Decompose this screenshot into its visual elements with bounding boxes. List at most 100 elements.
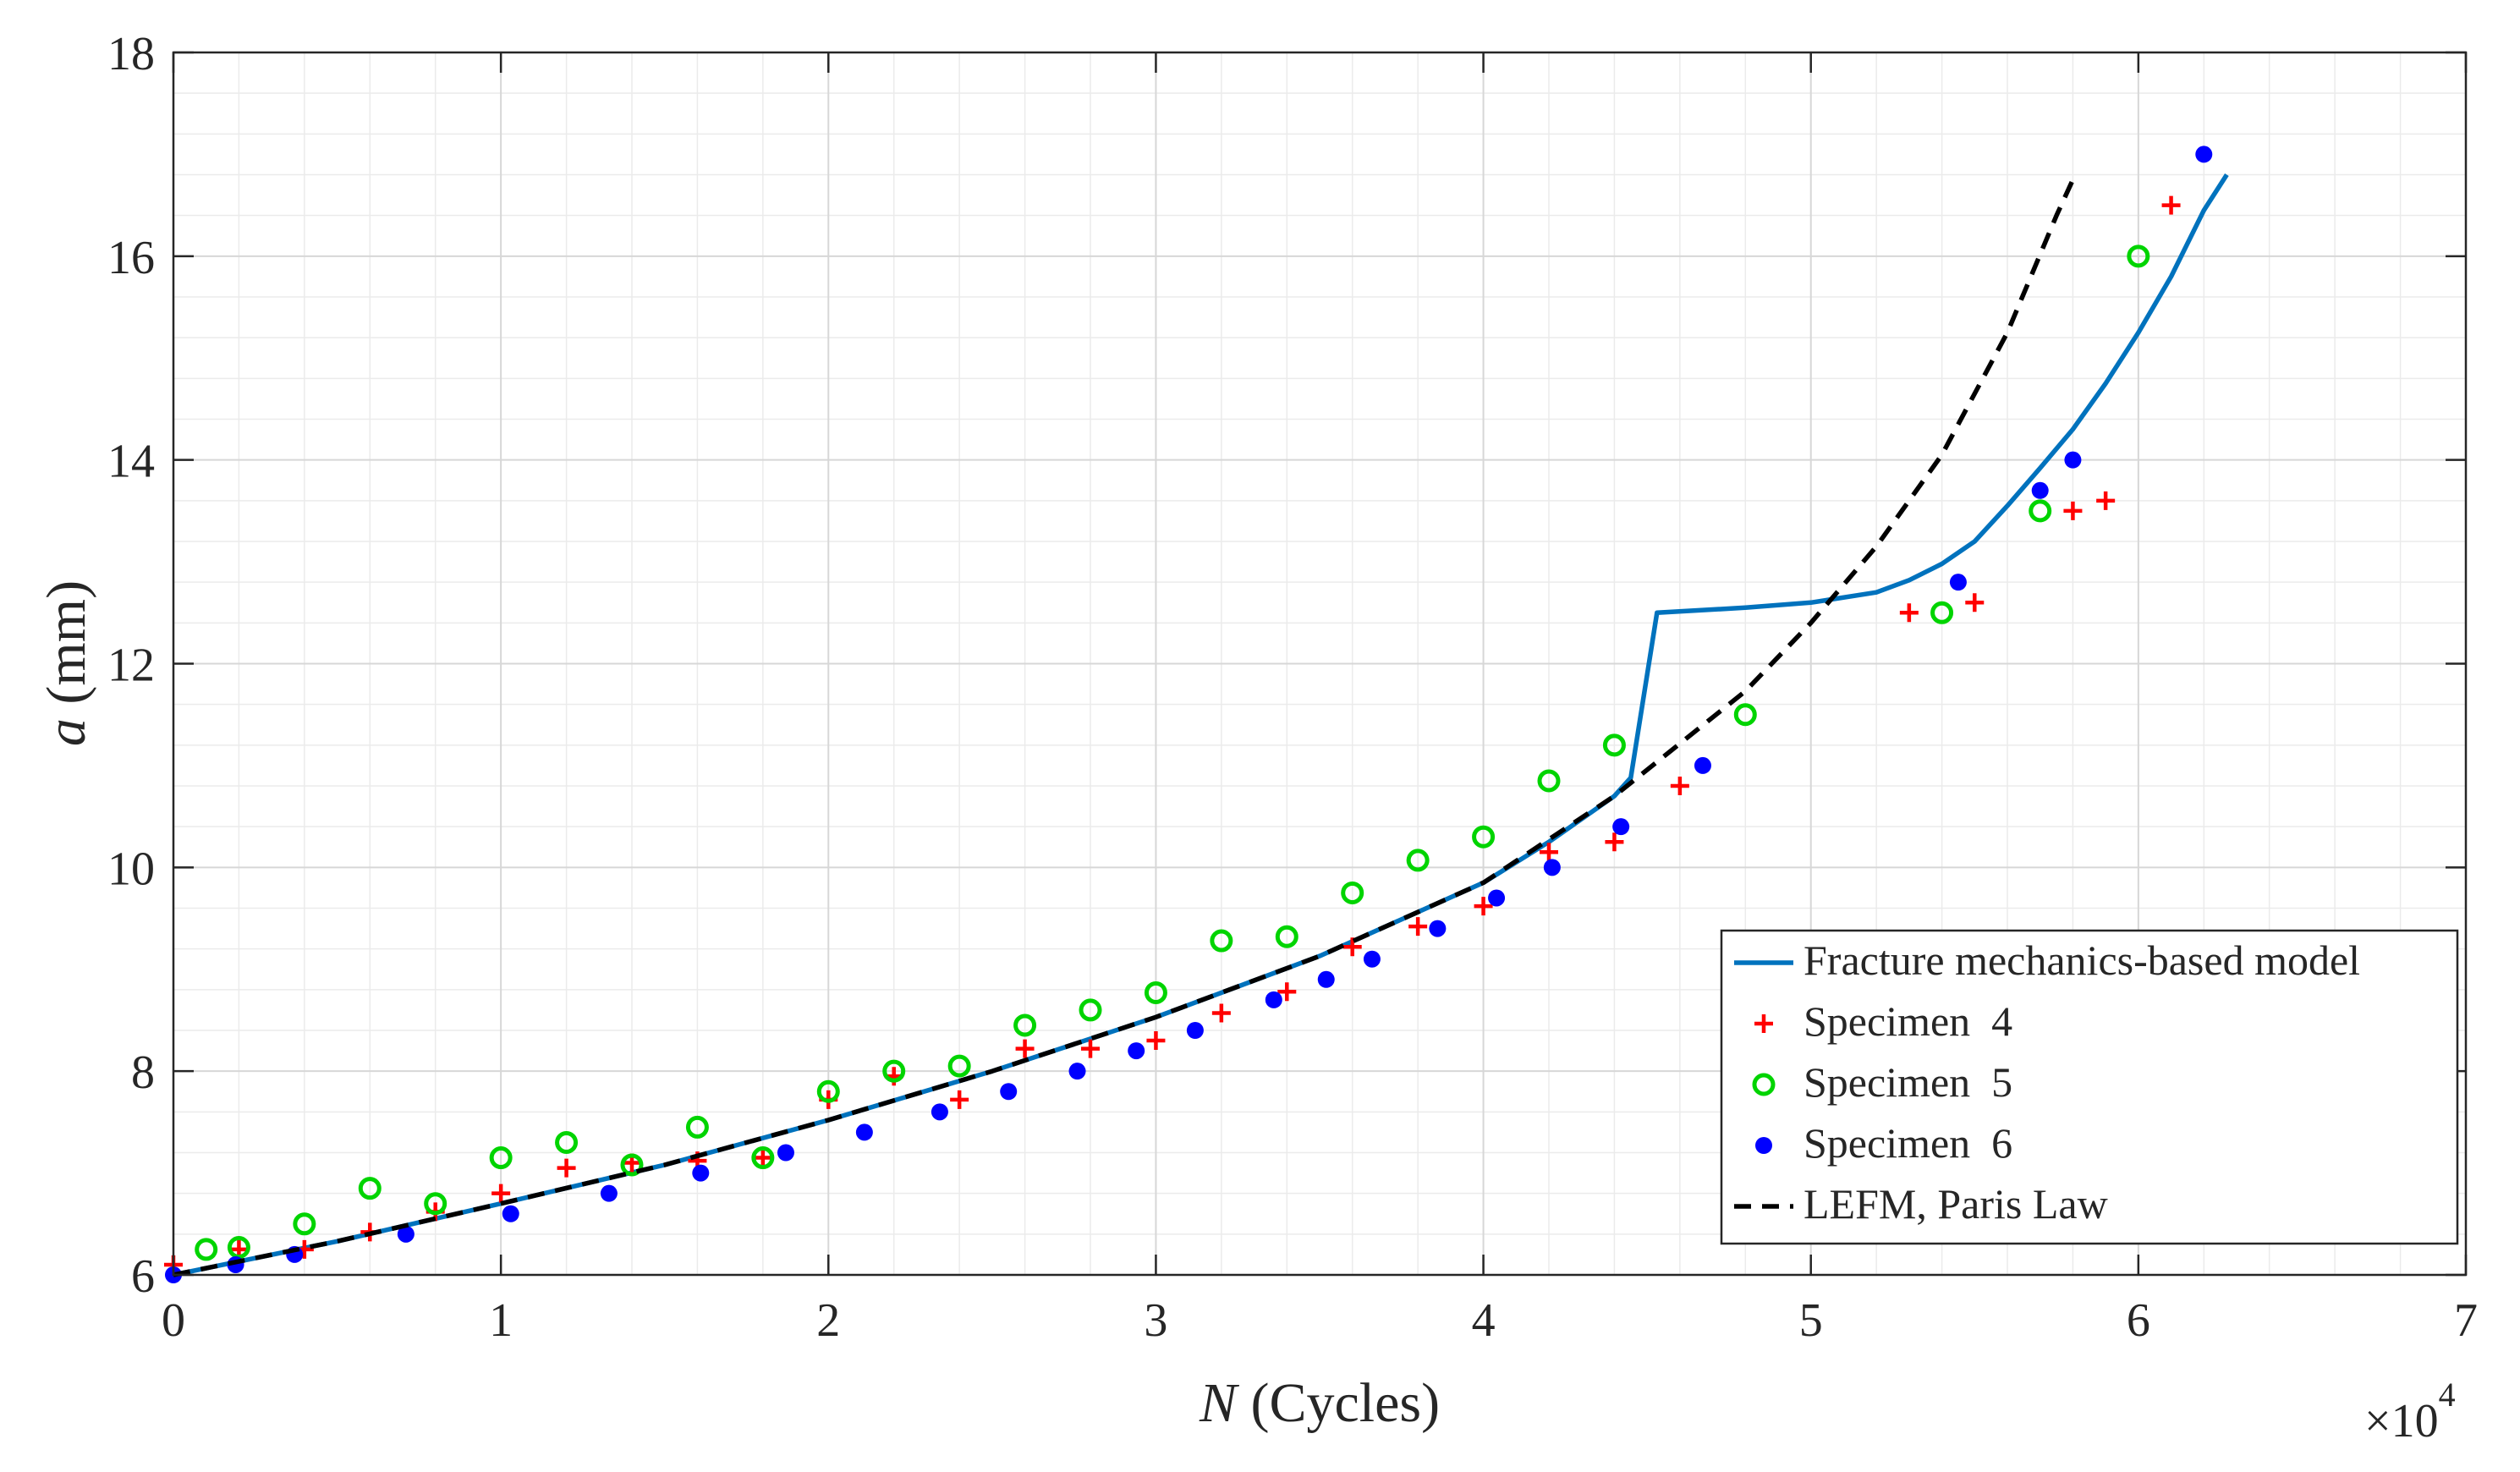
y-axis-label-rest: (mm) (36, 580, 97, 718)
legend-swatch (1755, 1137, 1772, 1154)
legend-box (1720, 929, 2459, 1245)
data-point (1363, 950, 1381, 968)
data-point (227, 1235, 250, 1259)
data-point (1186, 1022, 1204, 1039)
data-point (1277, 982, 1297, 1002)
x-tick-label: 6 (2127, 1294, 2150, 1347)
data-point (1013, 1013, 1037, 1037)
data-point (2161, 195, 2181, 215)
data-point (1930, 601, 1954, 624)
y-tick-label: 18 (107, 28, 155, 80)
data-point (1211, 1003, 1231, 1023)
data-point (2096, 491, 2116, 510)
data-point (397, 1225, 415, 1243)
legend-item: Specimen 4 (1754, 997, 2012, 1045)
data-point (1015, 1039, 1035, 1058)
data-point (1146, 1031, 1166, 1051)
data-point (2029, 499, 2052, 523)
data-point (882, 1059, 906, 1083)
data-point (1408, 917, 1428, 936)
data-point (2064, 451, 2082, 469)
data-point (491, 1184, 511, 1203)
data-point (1733, 703, 1757, 727)
data-point (600, 1184, 618, 1202)
data-point (1537, 769, 1561, 793)
x-multiplier-base: ×10 (2364, 1395, 2439, 1447)
x-tick-label: 2 (816, 1294, 840, 1347)
data-point (1602, 733, 1626, 757)
x-tick-label: 5 (1799, 1294, 1823, 1347)
y-tick-label: 16 (107, 232, 155, 284)
legend-item: Specimen 6 (1755, 1119, 2012, 1167)
legend-swatch (1752, 1073, 1776, 1096)
y-tick-label: 6 (131, 1250, 155, 1303)
x-axis-label-italic: N (1199, 1372, 1240, 1434)
legend-label: Specimen 5 (1804, 1058, 2012, 1106)
legend-item: LEFM, Paris Law (1734, 1180, 2108, 1228)
data-point (1540, 843, 1558, 862)
x-tick-label: 4 (1472, 1294, 1496, 1347)
series-line (173, 179, 2075, 1277)
y-tick-label: 14 (107, 436, 155, 488)
y-axis-label: a (mm) (36, 580, 97, 746)
data-point (1144, 980, 1167, 1004)
data-point (947, 1054, 971, 1078)
data-point (1543, 859, 1561, 876)
data-point (1128, 1042, 1145, 1060)
data-point (2031, 481, 2049, 499)
series-2 (195, 244, 2150, 1261)
data-point (620, 1153, 644, 1177)
data-point (2127, 244, 2150, 268)
data-point (685, 1115, 709, 1139)
x-multiplier-exponent: 4 (2439, 1376, 2456, 1414)
data-point (1472, 825, 1496, 849)
y-axis-label-italic: a (36, 718, 97, 746)
x-axis-label: N (Cycles) (1199, 1372, 1440, 1434)
x-tick-label: 1 (489, 1294, 513, 1347)
data-point (1406, 849, 1430, 872)
legend-label: Fracture mechanics-based model (1804, 936, 2360, 984)
data-point (358, 1177, 382, 1200)
y-tick-label: 12 (107, 640, 155, 692)
data-point (1068, 1063, 1086, 1080)
data-point (2063, 501, 2083, 520)
data-point (692, 1164, 710, 1182)
series-4 (173, 179, 2075, 1277)
data-point (2195, 146, 2213, 163)
data-point (555, 1130, 579, 1154)
data-point (1488, 889, 1506, 907)
plot-series (164, 146, 2229, 1283)
data-point (1079, 998, 1102, 1022)
x-tick-label: 0 (162, 1294, 185, 1347)
data-point (424, 1192, 447, 1216)
data-point (195, 1238, 218, 1261)
data-point (557, 1158, 576, 1178)
data-point (1612, 818, 1630, 836)
data-point (1899, 603, 1919, 623)
x-tick-label: 7 (2454, 1294, 2478, 1347)
legend: Fracture mechanics-based model Specimen 4… (1720, 929, 2459, 1245)
data-point (1965, 593, 1985, 612)
x-axis-label-rest: (Cycles) (1237, 1372, 1440, 1434)
data-point (293, 1212, 316, 1236)
data-point (502, 1205, 519, 1222)
legend-items: Fracture mechanics-based model Specimen 4… (1734, 936, 2360, 1228)
data-point (816, 1079, 840, 1103)
data-point (1210, 929, 1233, 953)
legend-swatch (1754, 1014, 1773, 1033)
y-tick-label: 10 (107, 843, 155, 895)
legend-item: Specimen 5 (1752, 1058, 2012, 1106)
data-point (1605, 832, 1624, 852)
data-point (1000, 1083, 1018, 1101)
legend-label: Specimen 6 (1804, 1119, 2012, 1167)
x-tick-label: 3 (1144, 1294, 1167, 1347)
data-point (1694, 756, 1711, 774)
data-point (1342, 937, 1362, 957)
data-point (931, 1103, 948, 1121)
legend-label: Specimen 4 (1804, 997, 2012, 1045)
data-point (950, 1090, 969, 1109)
